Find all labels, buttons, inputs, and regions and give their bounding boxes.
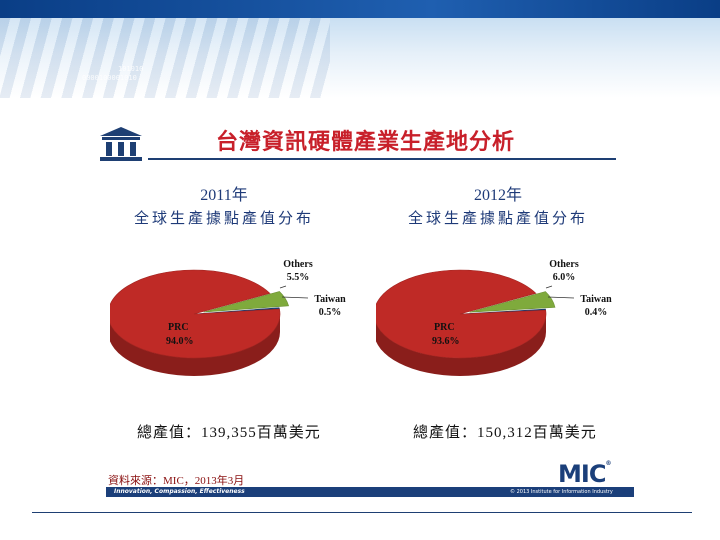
footer-bar: Innovation, Compassion, Effectiveness © … <box>106 487 634 497</box>
top-bar <box>0 0 720 18</box>
chart-2011-subtitle: 全球生產據點產值分布 <box>133 211 314 227</box>
leader-line-taiwan <box>281 296 309 299</box>
data-source: 資料來源：MIC，2013年3月 <box>108 475 245 487</box>
pie-slice-prc <box>376 269 547 359</box>
institution-icon <box>100 127 142 161</box>
pie-chart-2011: PRC 94.0% Others 5.5% Taiwan 0.5% <box>110 259 346 376</box>
keyboard-image <box>0 18 330 98</box>
slice-value-taiwan: 0.5% <box>319 307 342 318</box>
chart-2012-heading: 2012年 全球生產據點產值分布 <box>388 181 608 228</box>
slice-value-others: 6.0% <box>553 272 576 283</box>
pie-side-wall <box>376 314 546 376</box>
chart-2012-subtitle: 全球生產據點產值分布 <box>407 211 588 227</box>
mic-logo: MIC® <box>558 460 611 488</box>
slice-value-taiwan: 0.4% <box>585 307 608 318</box>
chart-2011-title: 2011年 <box>200 187 248 204</box>
pie-side-wall <box>110 314 280 376</box>
pie-slice-prc <box>110 269 281 359</box>
pie-slice-others <box>203 291 290 313</box>
binary-text: 0000100001010 <box>82 74 137 82</box>
slogan: Innovation, Compassion, Effectiveness <box>114 488 245 495</box>
slice-label-prc: PRC <box>168 322 189 333</box>
leader-line-taiwan <box>547 296 575 299</box>
leader-line-others <box>279 285 287 289</box>
bottom-divider <box>32 512 692 513</box>
title-divider <box>148 158 616 160</box>
slice-label-prc: PRC <box>434 322 455 333</box>
binary-text: 101010 <box>118 65 144 73</box>
pie-chart-2012: PRC 93.6% Others 6.0% Taiwan 0.4% <box>376 259 612 376</box>
chart-2012-title: 2012年 <box>473 187 522 204</box>
slice-label-others: Others <box>549 259 579 270</box>
page-number: 23 <box>622 488 631 496</box>
slice-value-prc: 93.6% <box>432 336 460 347</box>
total-value-2012: 總產值：150,312百萬美元 <box>413 425 597 441</box>
pie-slice-others <box>469 291 556 313</box>
slice-value-prc: 94.0% <box>166 336 194 347</box>
copyright: © 2013 Institute for Information Industr… <box>510 489 613 495</box>
slice-label-taiwan: Taiwan <box>314 294 346 305</box>
slice-value-others: 5.5% <box>287 272 310 283</box>
header-banner: 101010 0000100001010 <box>0 18 720 98</box>
page-title: 台灣資訊硬體產業生產地分析 <box>216 130 516 155</box>
chart-2011-heading: 2011年 全球生產據點產值分布 <box>114 181 334 228</box>
total-value-2011: 總產值：139,355百萬美元 <box>137 425 321 441</box>
slice-label-others: Others <box>283 259 313 270</box>
leader-line-others <box>545 285 553 289</box>
slice-label-taiwan: Taiwan <box>580 294 612 305</box>
